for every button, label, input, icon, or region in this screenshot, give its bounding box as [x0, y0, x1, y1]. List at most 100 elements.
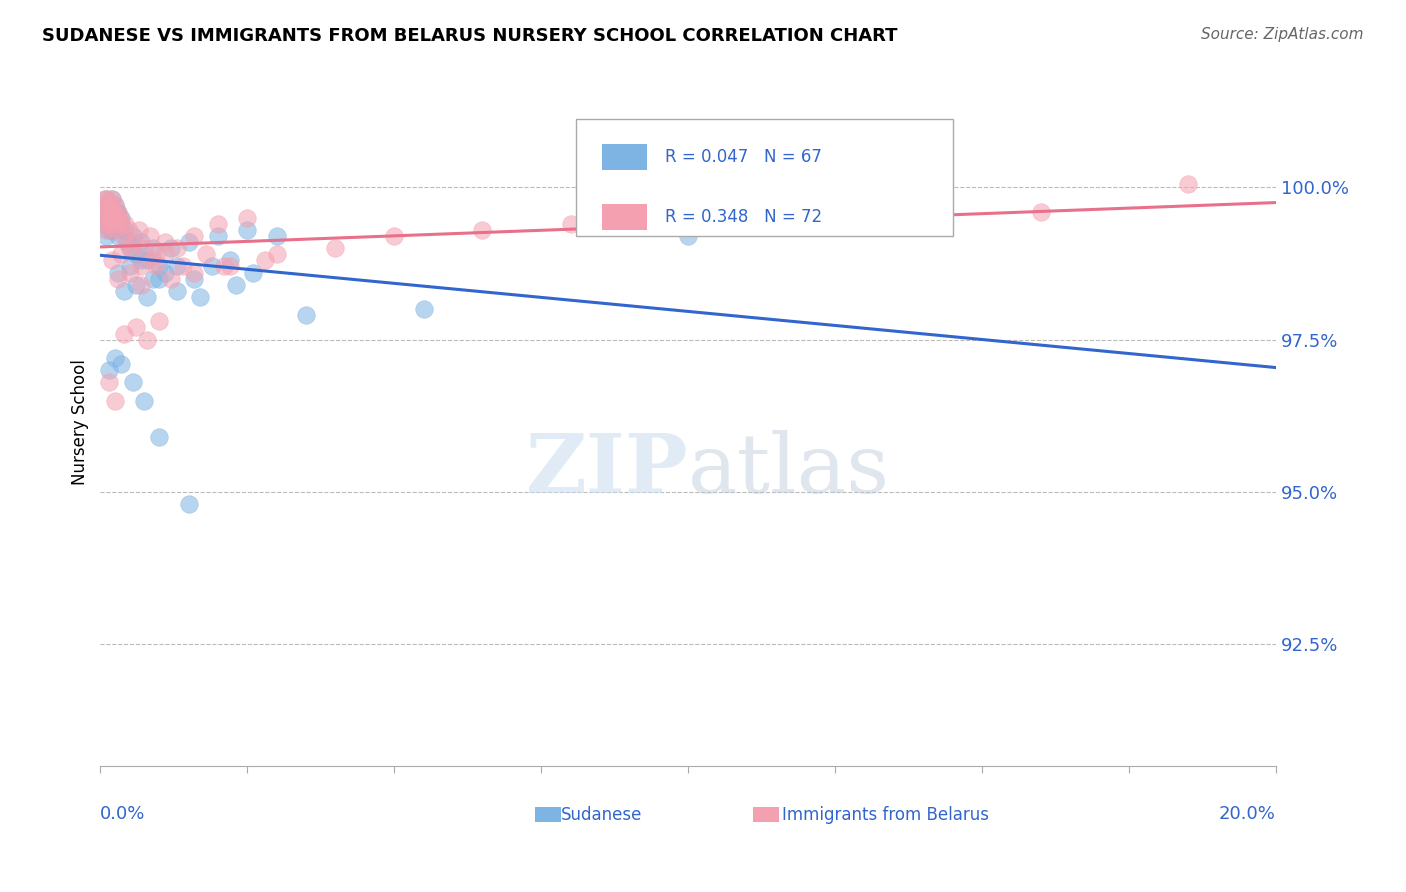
- Point: [98, 363, 121, 377]
- Point: [131, 260, 153, 274]
- Point: [218, 260, 240, 274]
- Point: [121, 229, 143, 244]
- Point: [207, 217, 229, 231]
- Point: [794, 211, 817, 225]
- Point: [103, 204, 125, 219]
- Point: [148, 260, 170, 274]
- Point: [118, 266, 141, 280]
- Point: [105, 211, 128, 225]
- Point: [242, 266, 264, 280]
- Point: [101, 223, 124, 237]
- Text: ZIP: ZIP: [526, 430, 688, 510]
- Point: [212, 260, 235, 274]
- Point: [112, 326, 135, 341]
- Point: [134, 393, 156, 408]
- Point: [104, 351, 127, 365]
- Point: [104, 393, 127, 408]
- Point: [1177, 177, 1199, 191]
- Text: R = 0.047   N = 67: R = 0.047 N = 67: [665, 148, 821, 166]
- Point: [145, 260, 167, 274]
- Point: [266, 229, 288, 244]
- Point: [121, 376, 143, 390]
- Point: [96, 204, 118, 219]
- Point: [98, 376, 121, 390]
- Point: [105, 204, 128, 219]
- FancyBboxPatch shape: [536, 807, 561, 822]
- Point: [98, 223, 121, 237]
- Point: [131, 235, 153, 249]
- Point: [110, 211, 132, 225]
- FancyBboxPatch shape: [602, 203, 647, 230]
- Point: [225, 277, 247, 292]
- Point: [91, 198, 114, 212]
- Point: [128, 223, 150, 237]
- Point: [104, 211, 127, 225]
- Point: [183, 229, 205, 244]
- Point: [110, 247, 132, 261]
- Point: [145, 247, 167, 261]
- Text: Sudanese: Sudanese: [561, 805, 643, 823]
- Text: SUDANESE VS IMMIGRANTS FROM BELARUS NURSERY SCHOOL CORRELATION CHART: SUDANESE VS IMMIGRANTS FROM BELARUS NURS…: [42, 27, 897, 45]
- Point: [142, 241, 165, 255]
- Point: [108, 211, 131, 225]
- Point: [96, 211, 118, 225]
- Point: [136, 333, 159, 347]
- Point: [148, 271, 170, 285]
- Point: [131, 277, 153, 292]
- Point: [676, 229, 699, 244]
- Point: [188, 290, 211, 304]
- Point: [94, 217, 117, 231]
- Point: [107, 229, 129, 244]
- Point: [153, 235, 176, 249]
- Point: [117, 223, 139, 237]
- Point: [131, 253, 153, 268]
- Point: [98, 217, 121, 231]
- Text: atlas: atlas: [688, 430, 890, 510]
- Point: [166, 284, 188, 298]
- Point: [91, 204, 114, 219]
- Point: [101, 204, 124, 219]
- Point: [101, 204, 124, 219]
- FancyBboxPatch shape: [752, 807, 779, 822]
- Point: [166, 260, 188, 274]
- Point: [105, 211, 128, 225]
- Point: [96, 229, 118, 244]
- Point: [121, 235, 143, 249]
- Point: [136, 290, 159, 304]
- Y-axis label: Nursery School: Nursery School: [72, 359, 89, 485]
- Point: [207, 229, 229, 244]
- Point: [94, 198, 117, 212]
- Point: [253, 253, 276, 268]
- Text: 0.0%: 0.0%: [100, 805, 146, 823]
- Point: [166, 241, 188, 255]
- Text: Source: ZipAtlas.com: Source: ZipAtlas.com: [1201, 27, 1364, 42]
- Point: [295, 308, 318, 322]
- Point: [110, 357, 132, 371]
- Point: [118, 241, 141, 255]
- Point: [98, 198, 121, 212]
- Point: [112, 223, 135, 237]
- Point: [112, 284, 135, 298]
- Point: [104, 198, 127, 212]
- Point: [139, 229, 162, 244]
- Point: [105, 204, 128, 219]
- Text: Immigrants from Belarus: Immigrants from Belarus: [782, 805, 990, 823]
- Point: [148, 430, 170, 444]
- Point: [153, 247, 176, 261]
- Point: [98, 198, 121, 212]
- Point: [676, 217, 699, 231]
- Point: [160, 271, 183, 285]
- Point: [107, 217, 129, 231]
- Point: [96, 211, 118, 225]
- Point: [153, 266, 176, 280]
- Point: [101, 193, 124, 207]
- Point: [111, 229, 134, 244]
- Point: [183, 266, 205, 280]
- Point: [201, 260, 224, 274]
- Point: [98, 217, 121, 231]
- Point: [108, 217, 131, 231]
- Point: [103, 211, 125, 225]
- Point: [101, 193, 124, 207]
- FancyBboxPatch shape: [602, 144, 647, 169]
- Point: [96, 193, 118, 207]
